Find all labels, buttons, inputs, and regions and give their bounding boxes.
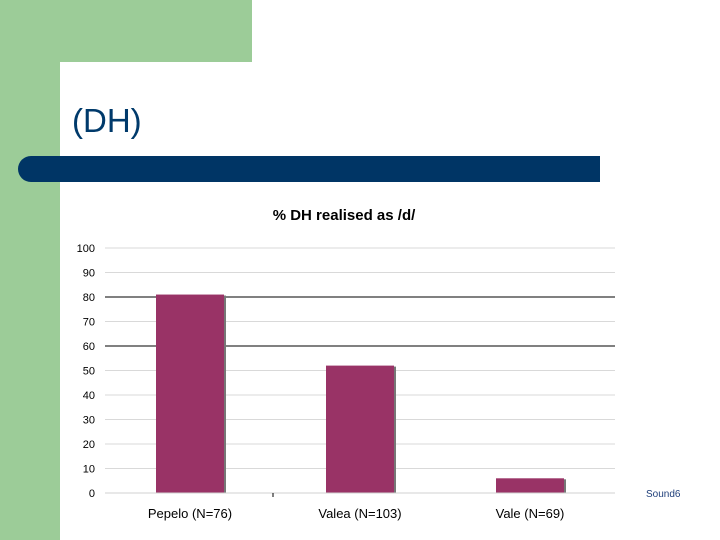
chart-title: % DH realised as /d/: [273, 207, 416, 224]
y-tick-label: 30: [83, 415, 95, 427]
bar-1: [326, 365, 394, 493]
y-tick-label: 80: [83, 292, 95, 304]
green-sidebar-strip: [0, 0, 60, 540]
y-tick-label: 40: [83, 390, 95, 402]
slide-title: (DH): [72, 102, 142, 139]
rounded-corner: [60, 62, 100, 102]
y-tick-label: 0: [89, 488, 95, 500]
bar-chart: % DH realised as /d/ 0 10 20 30 40 50 60 70 80 90…: [77, 207, 615, 521]
y-tick-label: 10: [83, 464, 95, 476]
bar-0: [156, 294, 224, 493]
title-underline-bar: [18, 156, 600, 182]
y-tick-label: 20: [83, 439, 95, 451]
x-category-label: Valea (N=103): [318, 506, 401, 521]
x-axis-labels: Pepelo (N=76) Valea (N=103) Vale (N=69): [148, 506, 564, 521]
y-tick-label: 50: [83, 366, 95, 378]
slide-footer-label: Sound6: [646, 489, 681, 500]
y-tick-label: 60: [83, 341, 95, 353]
y-axis-ticks: 0 10 20 30 40 50 60 70 80 90 100: [77, 243, 95, 500]
y-tick-label: 70: [83, 317, 95, 329]
y-tick-label: 90: [83, 268, 95, 280]
bars: [156, 294, 566, 493]
x-category-label: Pepelo (N=76): [148, 506, 232, 521]
x-category-label: Vale (N=69): [496, 506, 565, 521]
y-tick-label: 100: [77, 243, 95, 255]
bar-2: [496, 478, 564, 493]
